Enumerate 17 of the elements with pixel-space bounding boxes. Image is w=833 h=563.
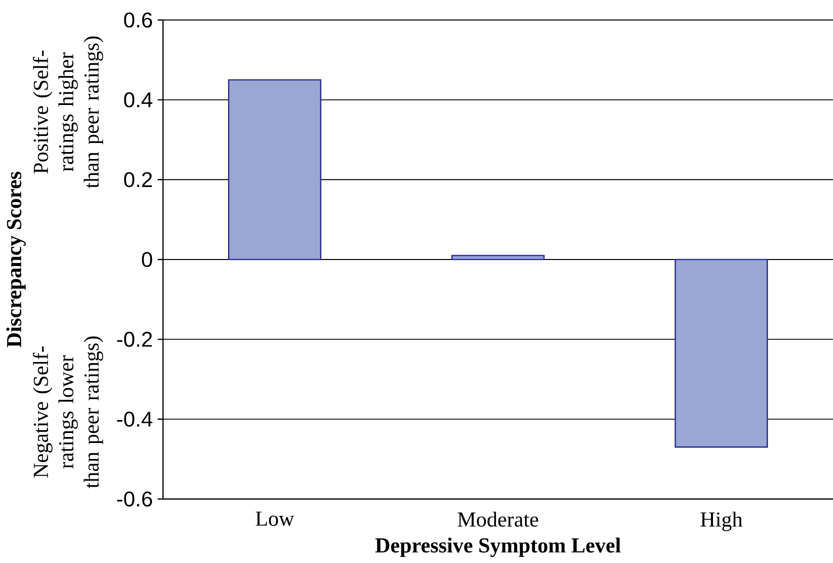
x-axis-title: Depressive Symptom Level	[375, 538, 621, 557]
y-axis-title: Discrepancy Scores	[6, 172, 26, 348]
y-tick-label: -0.6	[117, 491, 152, 507]
bar	[228, 79, 322, 260]
bar	[451, 254, 545, 260]
text: Positive (Self-ratings higher than peer ratings)	[32, 36, 104, 188]
x-tick-label: High	[700, 512, 742, 532]
y-tick-label: -0.2	[117, 332, 152, 347]
y-tick-label: -0.4	[117, 412, 152, 427]
x-tick-label: Moderate	[458, 512, 538, 527]
y-tick-label: 0	[142, 252, 152, 268]
x-tick-label: Low	[256, 512, 294, 526]
y-tick-label: 0.2	[124, 172, 152, 188]
bar	[674, 258, 768, 448]
y-tick-label: 0.6	[124, 12, 152, 28]
text: Negative (Self-ratings lower than peer ratings)	[32, 336, 104, 488]
y-tick-label: 0.4	[124, 92, 152, 108]
